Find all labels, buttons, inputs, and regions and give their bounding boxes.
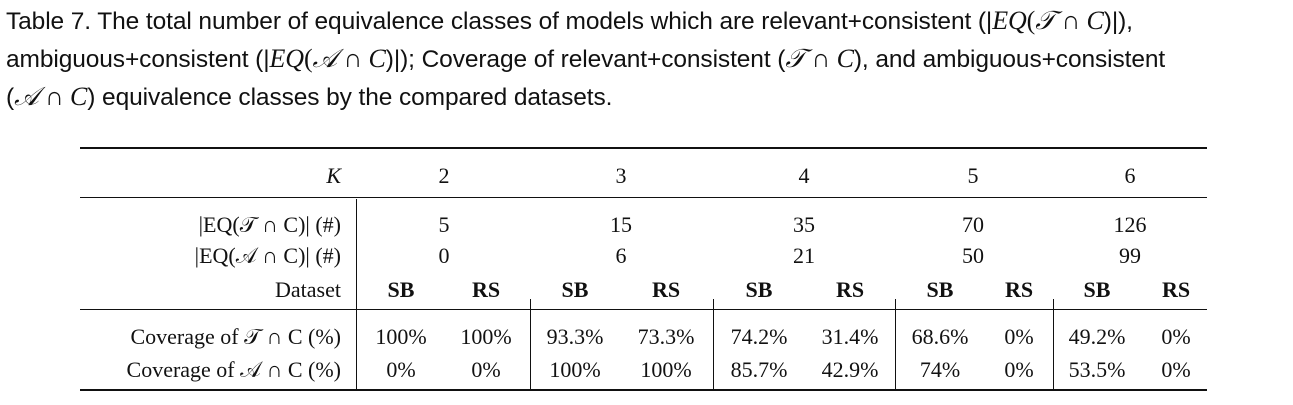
label-separator xyxy=(356,199,357,390)
caption-text: ( xyxy=(6,84,15,111)
k-value-cell: 6 xyxy=(1124,163,1136,188)
coverage-t-cell: 49.2% xyxy=(1068,324,1126,349)
caption-line-2: ambiguous+consistent (|EQ(𝒜 ∩ C)|); Cove… xyxy=(6,40,1288,78)
mid-rule xyxy=(80,309,1207,310)
k-value-cell: 4 xyxy=(798,163,810,188)
caption-math: 𝒜 xyxy=(312,44,338,73)
caption-math: C xyxy=(368,44,386,73)
group-separator xyxy=(530,299,531,390)
caption-math: C xyxy=(836,44,854,73)
caption-math: 𝒯 xyxy=(785,44,806,73)
coverage-a-cell: 0% xyxy=(1161,357,1191,382)
caption-math: ( xyxy=(303,44,313,73)
caption-math: ∩ xyxy=(805,44,837,73)
eq-a-cell: 50 xyxy=(962,243,984,268)
eq-t-cell: 15 xyxy=(610,212,632,237)
row-label-eq-t: |EQ(𝒯 ∩ C)| (#) xyxy=(198,212,341,237)
coverage-a-cell: 100% xyxy=(640,357,692,382)
dataset-header-cell: RS xyxy=(471,277,501,302)
caption-math: ( xyxy=(1026,6,1036,35)
caption-math: C xyxy=(1086,6,1104,35)
caption-math: EQ xyxy=(992,6,1027,35)
group-separator xyxy=(1053,299,1054,390)
dataset-header-cell: RS xyxy=(835,277,865,302)
caption-math: ∩ xyxy=(1055,6,1087,35)
dataset-header-cell: SB xyxy=(745,277,773,302)
coverage-a-cell: 74% xyxy=(919,357,961,382)
eq-a-cell: 6 xyxy=(615,243,627,268)
caption-math: ∩ xyxy=(337,44,369,73)
coverage-a-cell: 100% xyxy=(549,357,601,382)
eq-t-cell: 5 xyxy=(438,212,450,237)
coverage-a-cell: 0% xyxy=(386,357,416,382)
coverage-a-cell: 85.7% xyxy=(730,357,788,382)
coverage-t-cell: 74.2% xyxy=(730,324,788,349)
caption-text: ambiguous+consistent (| xyxy=(6,46,270,73)
dataset-header-cell: SB xyxy=(387,277,415,302)
k-header: K xyxy=(326,163,341,188)
coverage-t-cell: 93.3% xyxy=(546,324,604,349)
coverage-a-cell: 0% xyxy=(471,357,501,382)
coverage-a-cell: 0% xyxy=(1004,357,1034,382)
caption-math: ∩ xyxy=(38,82,71,111)
group-separator xyxy=(713,299,714,390)
caption-line-3: (𝒜 ∩ C) equivalence classes by the compa… xyxy=(6,78,1288,116)
row-label-eq-a: |EQ(𝒜 ∩ C)| (#) xyxy=(194,243,341,268)
eq-t-cell: 35 xyxy=(793,212,815,237)
caption-line-1: Table 7. The total number of equivalence… xyxy=(6,2,1288,40)
row-label-dataset: Dataset xyxy=(275,277,341,302)
caption-math: C xyxy=(70,82,88,111)
coverage-t-cell: 73.3% xyxy=(637,324,695,349)
table-caption: Table 7. The total number of equivalence… xyxy=(6,2,1288,116)
coverage-t-cell: 68.6% xyxy=(911,324,969,349)
coverage-t-cell: 0% xyxy=(1004,324,1034,349)
eq-a-cell: 0 xyxy=(438,243,450,268)
eq-a-cell: 99 xyxy=(1119,243,1141,268)
eq-a-cell: 21 xyxy=(793,243,815,268)
coverage-t-cell: 0% xyxy=(1161,324,1191,349)
dataset-header-cell: RS xyxy=(651,277,681,302)
top-rule xyxy=(80,147,1207,149)
caption-math: 𝒯 xyxy=(1035,6,1056,35)
coverage-a-cell: 53.5% xyxy=(1068,357,1126,382)
dataset-header-cell: RS xyxy=(1004,277,1034,302)
k-value-cell: 5 xyxy=(967,163,979,188)
eq-t-cell: 70 xyxy=(962,212,984,237)
dataset-header-cell: SB xyxy=(561,277,589,302)
dataset-header-cell: SB xyxy=(926,277,954,302)
caption-text: Table 7. The total number of equivalence… xyxy=(6,8,993,35)
bottom-rule xyxy=(80,389,1207,391)
row-label-coverage-t: Coverage of 𝒯 ∩ C (%) xyxy=(130,324,341,349)
eq-t-cell: 126 xyxy=(1113,212,1147,237)
coverage-a-cell: 42.9% xyxy=(821,357,879,382)
coverage-t-cell: 31.4% xyxy=(821,324,879,349)
caption-math: 𝒜 xyxy=(14,82,39,111)
caption-math: EQ xyxy=(269,44,305,73)
dataset-header-cell: RS xyxy=(1161,277,1191,302)
caption-text: )|); Coverage of relevant+consistent ( xyxy=(385,46,786,73)
k-value-cell: 3 xyxy=(615,163,627,188)
coverage-t-cell: 100% xyxy=(375,324,427,349)
dataset-header-cell: SB xyxy=(1083,277,1111,302)
caption-text: )|), xyxy=(1103,8,1133,35)
group-separator xyxy=(895,299,896,390)
caption-text: ) equivalence classes by the compared da… xyxy=(87,84,613,111)
caption-text: ), and ambiguous+consistent xyxy=(853,46,1166,73)
row-label-coverage-a: Coverage of 𝒜 ∩ C (%) xyxy=(126,357,341,382)
coverage-t-cell: 100% xyxy=(460,324,512,349)
k-value-cell: 2 xyxy=(438,163,450,188)
mid-rule xyxy=(80,197,1207,198)
